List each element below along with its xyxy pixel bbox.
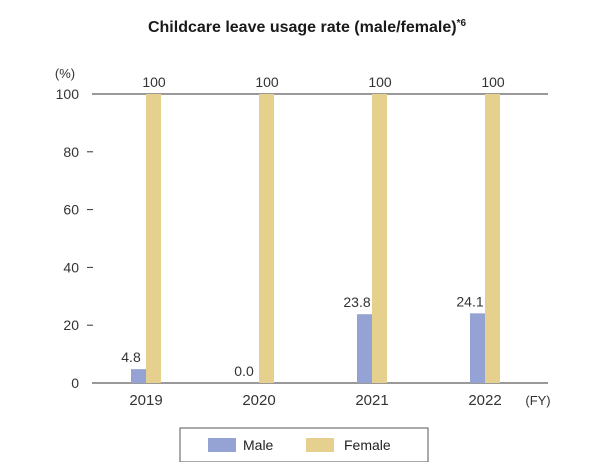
chart-legend: Male Female	[179, 427, 429, 463]
y-tick-label: 40	[63, 259, 79, 275]
y-tick-label: 80	[63, 144, 79, 160]
x-axis-unit-label: (FY)	[525, 393, 550, 408]
data-label-male: 23.8	[343, 294, 370, 310]
bar-female	[372, 94, 387, 383]
bar-male	[131, 369, 146, 383]
data-label-female: 100	[368, 74, 392, 90]
y-tick-label: 20	[63, 317, 79, 333]
x-tick-label: 2021	[355, 392, 388, 409]
legend-swatch-female	[306, 438, 334, 452]
data-label-female: 100	[255, 74, 279, 90]
chart-title: Childcare leave usage rate (male/female)…	[148, 18, 466, 36]
y-tick-label: 60	[63, 202, 79, 218]
data-label-female: 100	[481, 74, 505, 90]
data-label-male: 0.0	[234, 363, 254, 379]
data-label-male: 4.8	[121, 349, 141, 365]
chart-axes: 0 20 40 60 80 100 2019 2020 2021 2022	[56, 86, 548, 409]
chart-bars	[131, 94, 500, 383]
legend-swatch-male	[208, 438, 236, 452]
y-tick-label: 0	[71, 375, 79, 391]
x-tick-label: 2020	[242, 392, 275, 409]
y-axis-unit-label: (%)	[55, 66, 75, 81]
data-label-male: 24.1	[456, 293, 483, 309]
chart-title-text: Childcare leave usage rate (male/female)	[148, 19, 457, 36]
legend-label-female: Female	[344, 437, 391, 453]
y-tick-label: 100	[56, 86, 80, 102]
bar-male	[357, 314, 372, 383]
x-tick-label: 2019	[129, 392, 162, 409]
legend-label-male: Male	[243, 437, 274, 453]
bar-female	[146, 94, 161, 383]
bar-female	[485, 94, 500, 383]
chart-data-labels: 4.8 100 0.0 100 23.8 100 24.1 100	[121, 74, 505, 379]
bar-male	[470, 313, 485, 383]
bar-female	[259, 94, 274, 383]
data-label-female: 100	[142, 74, 166, 90]
x-tick-label: 2022	[468, 392, 501, 409]
chart-title-superscript: *6	[457, 18, 467, 29]
